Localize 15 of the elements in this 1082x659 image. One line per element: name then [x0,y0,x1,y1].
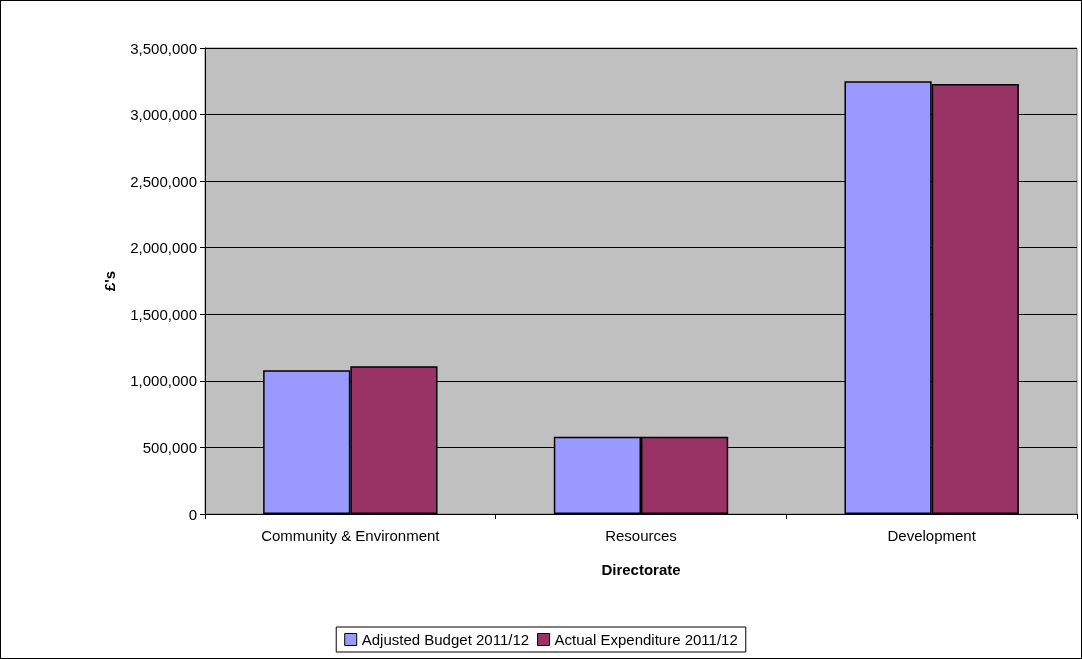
y-tick-label: 2,000,000 [130,239,197,257]
legend-label: Adjusted Budget 2011/12 [361,631,530,648]
x-tick-label: Development [887,527,977,544]
y-tick-label: 500,000 [142,438,197,456]
y-tick-label: 1,500,000 [130,305,197,323]
legend-label: Actual Expenditure 2011/12 [554,631,738,648]
y-tick-label: 0 [188,505,197,523]
x-tick-label: Community & Environment [261,527,441,544]
x-tick-label: Resources [605,527,677,544]
y-tick-label: 3,500,000 [130,39,197,57]
y-tick-label: 3,000,000 [130,106,197,124]
y-tick-label: 2,500,000 [130,172,197,190]
y-tick-label: 1,000,000 [130,372,197,390]
x-axis-title: Directorate [601,561,681,578]
y-axis-title: £'s [101,270,118,292]
